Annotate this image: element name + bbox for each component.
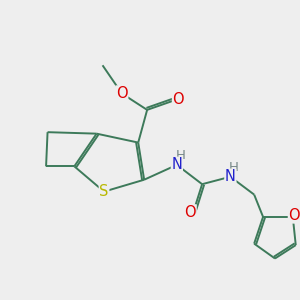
Text: H: H: [228, 161, 238, 174]
Text: O: O: [116, 86, 128, 101]
Text: O: O: [289, 208, 300, 223]
Text: H: H: [176, 149, 186, 162]
Text: S: S: [99, 184, 109, 199]
Text: O: O: [172, 92, 184, 107]
Text: N: N: [225, 169, 236, 184]
Text: N: N: [171, 158, 182, 172]
Text: O: O: [184, 205, 196, 220]
